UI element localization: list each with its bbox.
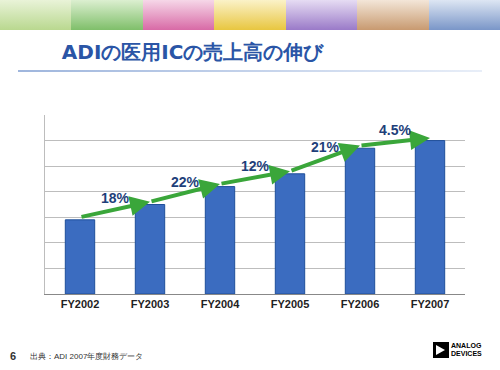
svg-text:21%: 21% — [311, 139, 340, 155]
svg-text:FY2005: FY2005 — [271, 298, 310, 310]
svg-text:22%: 22% — [171, 174, 200, 190]
svg-text:18%: 18% — [101, 190, 130, 206]
svg-text:FY2007: FY2007 — [411, 298, 450, 310]
svg-text:4.5%: 4.5% — [379, 122, 411, 138]
svg-text:FY2002: FY2002 — [61, 298, 100, 310]
html-text:6: 6 — [10, 350, 17, 362]
svg-text:ADIの医用ICの売上高の伸び: ADIの医用ICの売上高の伸び — [62, 40, 325, 64]
svg-text:12%: 12% — [241, 158, 270, 174]
svg-text:FY2003: FY2003 — [131, 298, 170, 310]
svg-text:FY2006: FY2006 — [341, 298, 380, 310]
html-text:ANALOG DEVICES: ANALOG DEVICES — [451, 342, 482, 357]
html-text:出典：ADI 2007年度財務データ: 出典：ADI 2007年度財務データ — [30, 352, 144, 361]
svg-text:FY2004: FY2004 — [201, 298, 240, 310]
